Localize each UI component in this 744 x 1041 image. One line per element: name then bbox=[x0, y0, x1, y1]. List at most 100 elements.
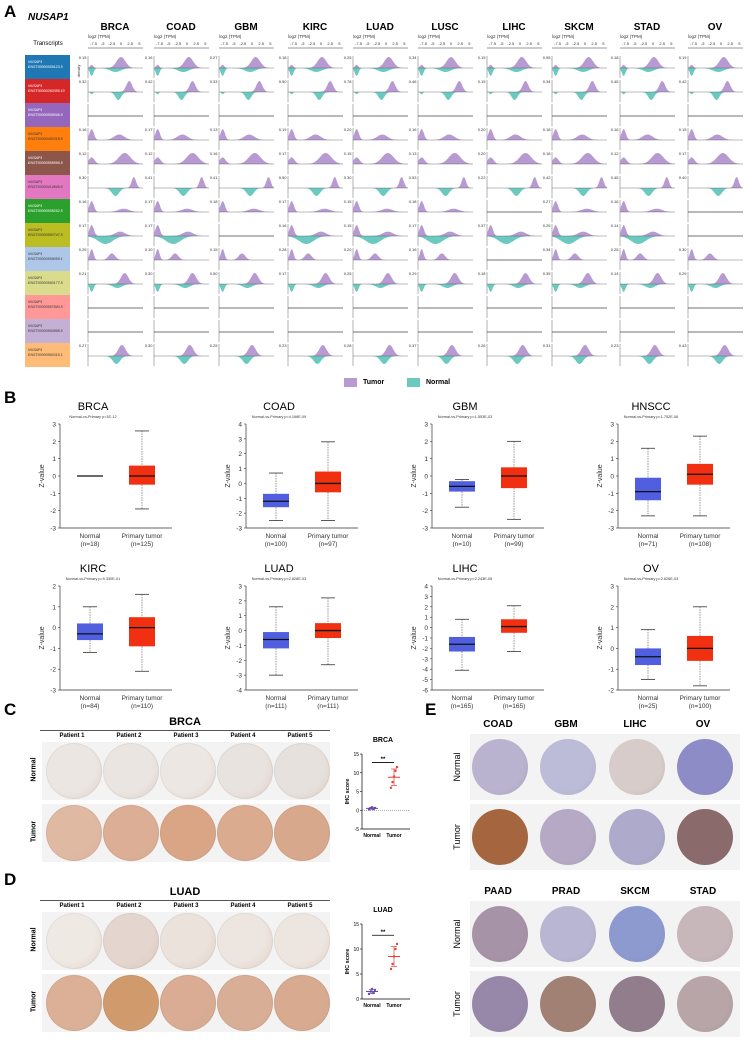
axis-tick-label: 2.5 bbox=[327, 41, 333, 46]
density-normal bbox=[487, 236, 542, 244]
density-max-label: 0.15 bbox=[344, 151, 353, 156]
axis-title: log2 (TPM) bbox=[487, 34, 510, 39]
y-tick-label: -3 bbox=[422, 656, 428, 663]
density-tumor bbox=[418, 345, 473, 356]
transcript-gene: NUSAP1 bbox=[28, 252, 43, 256]
density-tumor bbox=[288, 225, 343, 236]
axis-tick-label: -5 bbox=[701, 41, 705, 46]
density-max-label: 0.28 bbox=[344, 343, 353, 348]
y-tick-label: 1 bbox=[424, 615, 428, 622]
density-tumor bbox=[688, 57, 743, 68]
density-max-label: 0.34 bbox=[543, 247, 552, 252]
density-max-label: 0.17 bbox=[145, 223, 154, 228]
density-tumor bbox=[620, 177, 675, 188]
sample-count: (n=111) bbox=[265, 703, 287, 710]
boxplot-title: OV bbox=[643, 563, 660, 575]
density-normal bbox=[288, 236, 343, 244]
axis-tick-label: 5 bbox=[468, 41, 471, 46]
density-tumor bbox=[418, 57, 473, 68]
density-normal bbox=[620, 356, 675, 364]
y-tick-label: -2 bbox=[608, 688, 614, 695]
y-tick-label: -6 bbox=[422, 688, 428, 695]
tissue-core-image bbox=[540, 976, 596, 1032]
boxplot-coad: COAD Normal-vs-Primary p=4.166E-09 -3 -2 -1 0… bbox=[186, 400, 372, 552]
gene-name: NUSAP1 bbox=[28, 12, 69, 23]
legend-tumor: Tumor bbox=[344, 378, 384, 387]
density-max-label: 0.34 bbox=[543, 79, 552, 84]
density-max-label: 0.45 bbox=[611, 175, 620, 180]
transcript-gene: NUSAP1 bbox=[28, 300, 43, 304]
y-tick-label: -4 bbox=[422, 667, 428, 674]
panel-title: BRCA bbox=[169, 716, 201, 728]
density-normal bbox=[154, 188, 209, 196]
transcript-item: NUSAP1 ENST00000559059.1 bbox=[25, 247, 70, 271]
density-max-label: 0.23 bbox=[279, 343, 288, 348]
density-tumor bbox=[353, 249, 408, 260]
density-tumor bbox=[620, 249, 675, 260]
axis-tick-label: 0 bbox=[186, 41, 189, 46]
axis-title: log2 (TPM) bbox=[288, 34, 311, 39]
axis-tick-label: -7.5 bbox=[290, 41, 298, 46]
density-max-label: 0.16 bbox=[79, 199, 88, 204]
cancer-header: KIRC bbox=[302, 22, 328, 33]
density-normal bbox=[353, 188, 408, 196]
transcript-id: ENST00000560747.5 bbox=[28, 233, 63, 237]
box-normal bbox=[449, 479, 475, 508]
panel-label-e: E bbox=[425, 700, 437, 719]
density-max-label: 0.16 bbox=[409, 127, 418, 132]
legend-label-normal: Normal bbox=[426, 379, 451, 386]
boxplot-title: LUAD bbox=[264, 563, 293, 575]
category-label: Normal bbox=[363, 1003, 381, 1009]
patient-label: Patient 3 bbox=[173, 733, 199, 739]
tissue-core-image bbox=[540, 906, 596, 962]
density-max-label: 0.30 bbox=[679, 247, 688, 252]
boxplot-subtitle: Normal-vs-Primary p=9.330E-01 bbox=[66, 577, 121, 581]
y-tick-label: -3 bbox=[422, 526, 428, 533]
sample-count: (n=71) bbox=[639, 541, 658, 548]
y-tick-label: 1 bbox=[52, 604, 56, 611]
category-label: Normal bbox=[363, 833, 381, 839]
transcript-item: NUSAP1 ENST00000559596.5 bbox=[25, 151, 70, 175]
density-tumor bbox=[620, 273, 675, 284]
density-normal bbox=[288, 284, 343, 292]
density-tumor bbox=[219, 153, 274, 164]
boxplot-title: LIHC bbox=[452, 563, 477, 575]
density-tumor bbox=[88, 225, 143, 236]
category-label: Normal bbox=[266, 533, 288, 540]
density-max-label: 0.30 bbox=[145, 343, 154, 348]
axis-tick-label: -7.5 bbox=[690, 41, 698, 46]
density-tumor bbox=[487, 345, 542, 356]
y-tick-label: 2 bbox=[610, 604, 614, 611]
category-label: Tumor bbox=[386, 833, 401, 839]
density-normal bbox=[219, 356, 274, 364]
density-tumor bbox=[288, 153, 343, 164]
density-max-label: 0.34 bbox=[409, 55, 418, 60]
category-label: Primary tumor bbox=[308, 533, 350, 540]
transcript-id: ENST00000558262.5 bbox=[28, 209, 63, 213]
density-max-label: 0.17 bbox=[279, 271, 288, 276]
density-tumor bbox=[288, 81, 343, 92]
density-max-label: 0.25 bbox=[344, 271, 353, 276]
y-tick-label: -1 bbox=[236, 496, 242, 503]
axis-tick-label: -5 bbox=[301, 41, 305, 46]
y-axis-label: IHC score bbox=[345, 949, 351, 975]
density-max-label: 0.40 bbox=[679, 175, 688, 180]
density-max-label: 0.45 bbox=[611, 79, 620, 84]
density-max-label: 0.16 bbox=[611, 199, 620, 204]
y-tick-label: 2 bbox=[424, 439, 428, 446]
density-tumor bbox=[288, 201, 343, 212]
axis-title: log2 (TPM) bbox=[219, 34, 242, 39]
y-tick-label: 0 bbox=[610, 646, 614, 653]
transcript-gene: NUSAP1 bbox=[28, 228, 43, 232]
density-max-label: 0.37 bbox=[478, 223, 487, 228]
row-label-tumor: Tumor bbox=[452, 991, 462, 1017]
density-max-label: 0.18 bbox=[611, 55, 620, 60]
y-tick-label: -1 bbox=[608, 667, 614, 674]
density-normal bbox=[552, 188, 607, 196]
density-tumor bbox=[219, 177, 274, 188]
y-tick-label: 1 bbox=[610, 625, 614, 632]
tissue-core-image bbox=[609, 976, 665, 1032]
data-point bbox=[391, 780, 394, 784]
box-iqr bbox=[501, 467, 527, 489]
boxplot-title: KIRC bbox=[80, 563, 106, 575]
